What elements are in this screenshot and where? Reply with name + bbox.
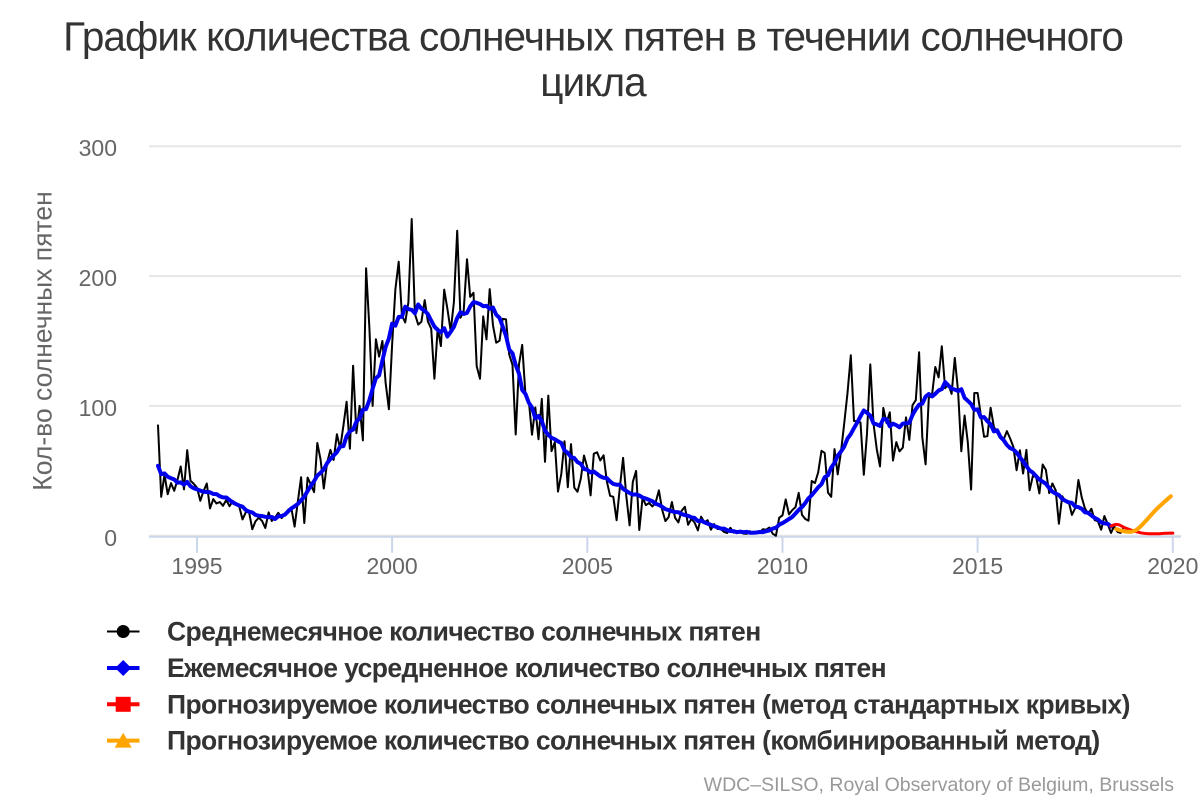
svg-text:График количества солнечных пя: График количества солнечных пятен в тече… (63, 14, 1123, 60)
svg-text:Кол-во солнечных пятен: Кол-во солнечных пятен (28, 191, 58, 490)
svg-text:цикла: цикла (540, 59, 647, 105)
svg-text:2005: 2005 (562, 553, 613, 579)
svg-text:Ежемесячное усредненное количе: Ежемесячное усредненное количество солне… (167, 653, 886, 683)
svg-text:1995: 1995 (171, 553, 222, 579)
svg-text:Среднемесячное количество солн: Среднемесячное количество солнечных пяте… (167, 617, 761, 647)
svg-text:Прогнозируемое количество солн: Прогнозируемое количество солнечных пяте… (167, 689, 1130, 719)
svg-text:200: 200 (79, 265, 117, 291)
svg-text:2015: 2015 (952, 553, 1003, 579)
svg-text:Прогнозируемое количество солн: Прогнозируемое количество солнечных пяте… (167, 726, 1100, 756)
svg-text:2000: 2000 (367, 553, 418, 579)
svg-text:300: 300 (79, 135, 117, 161)
svg-text:2020: 2020 (1147, 553, 1198, 579)
svg-text:0: 0 (104, 525, 117, 551)
svg-text:2010: 2010 (757, 553, 808, 579)
svg-text:WDC–SILSO, Royal Observatory o: WDC–SILSO, Royal Observatory of Belgium,… (704, 774, 1175, 796)
svg-text:100: 100 (79, 395, 117, 421)
